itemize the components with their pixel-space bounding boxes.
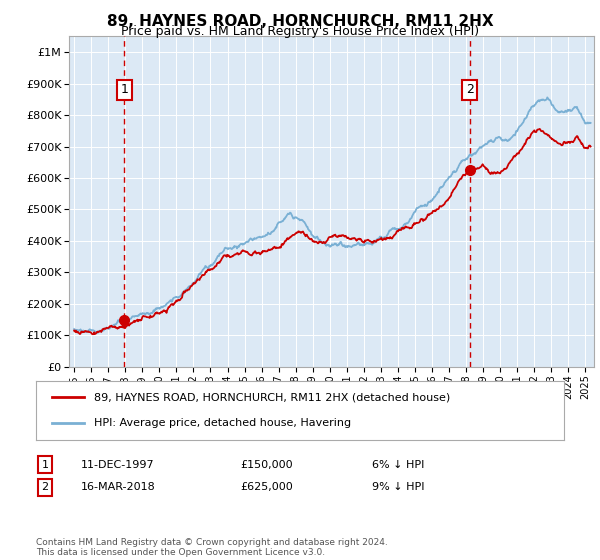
Text: £150,000: £150,000 <box>240 460 293 470</box>
Text: 2: 2 <box>41 482 49 492</box>
Text: 11-DEC-1997: 11-DEC-1997 <box>81 460 155 470</box>
Text: 6% ↓ HPI: 6% ↓ HPI <box>372 460 424 470</box>
Text: 89, HAYNES ROAD, HORNCHURCH, RM11 2HX: 89, HAYNES ROAD, HORNCHURCH, RM11 2HX <box>107 14 493 29</box>
Text: Contains HM Land Registry data © Crown copyright and database right 2024.
This d: Contains HM Land Registry data © Crown c… <box>36 538 388 557</box>
Text: 9% ↓ HPI: 9% ↓ HPI <box>372 482 425 492</box>
Text: HPI: Average price, detached house, Havering: HPI: Average price, detached house, Have… <box>94 418 351 428</box>
Text: Price paid vs. HM Land Registry's House Price Index (HPI): Price paid vs. HM Land Registry's House … <box>121 25 479 38</box>
Text: 16-MAR-2018: 16-MAR-2018 <box>81 482 156 492</box>
Text: 1: 1 <box>41 460 49 470</box>
Text: 2: 2 <box>466 83 473 96</box>
Text: 89, HAYNES ROAD, HORNCHURCH, RM11 2HX (detached house): 89, HAYNES ROAD, HORNCHURCH, RM11 2HX (d… <box>94 392 451 402</box>
Text: 1: 1 <box>121 83 128 96</box>
Text: £625,000: £625,000 <box>240 482 293 492</box>
